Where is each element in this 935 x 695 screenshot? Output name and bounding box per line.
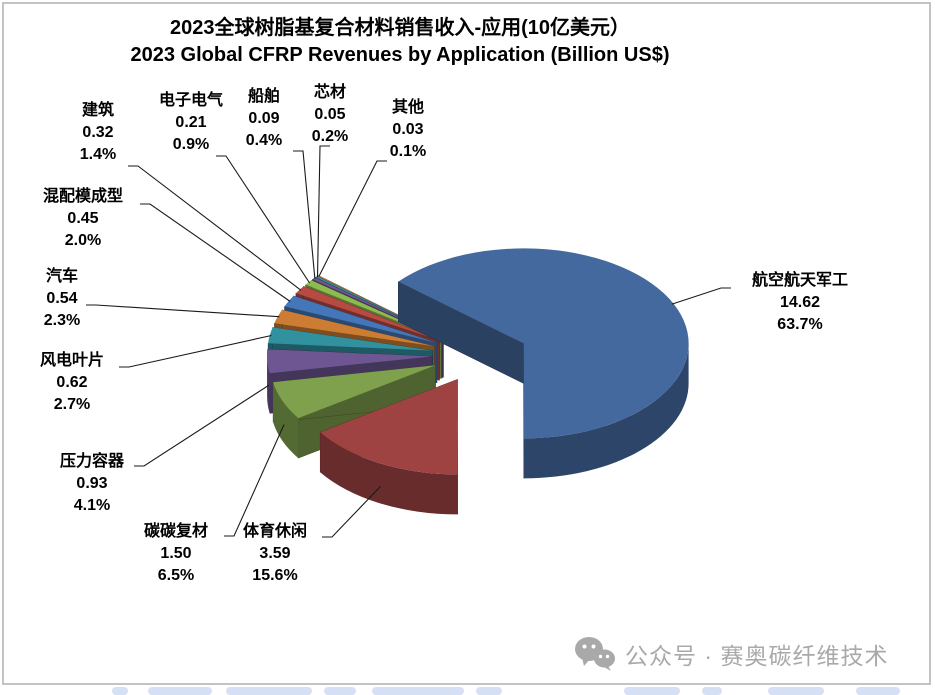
wechat-icon <box>574 636 616 672</box>
bottom-artifact <box>702 687 722 695</box>
bottom-artifact <box>476 687 502 695</box>
leader-line <box>224 425 284 536</box>
leader-line <box>119 336 271 368</box>
watermark: 公众号 · 赛奥碳纤维技术 <box>574 636 888 672</box>
bottom-artifact <box>372 687 464 695</box>
bottom-artifact <box>324 687 356 695</box>
leader-line <box>216 156 310 283</box>
bottom-artifact <box>112 687 128 695</box>
bottom-artifact <box>226 687 312 695</box>
bottom-artifact <box>856 687 900 695</box>
bottom-artifact <box>148 687 212 695</box>
leader-line <box>86 305 279 317</box>
leader-line <box>128 166 301 290</box>
leader-line <box>134 385 269 466</box>
leader-line <box>293 151 315 279</box>
bottom-artifact <box>624 687 680 695</box>
watermark-text: 公众号 · 赛奥碳纤维技术 <box>625 637 888 671</box>
leader-line <box>672 288 731 304</box>
leader-line <box>319 161 387 276</box>
bottom-artifact <box>768 687 824 695</box>
